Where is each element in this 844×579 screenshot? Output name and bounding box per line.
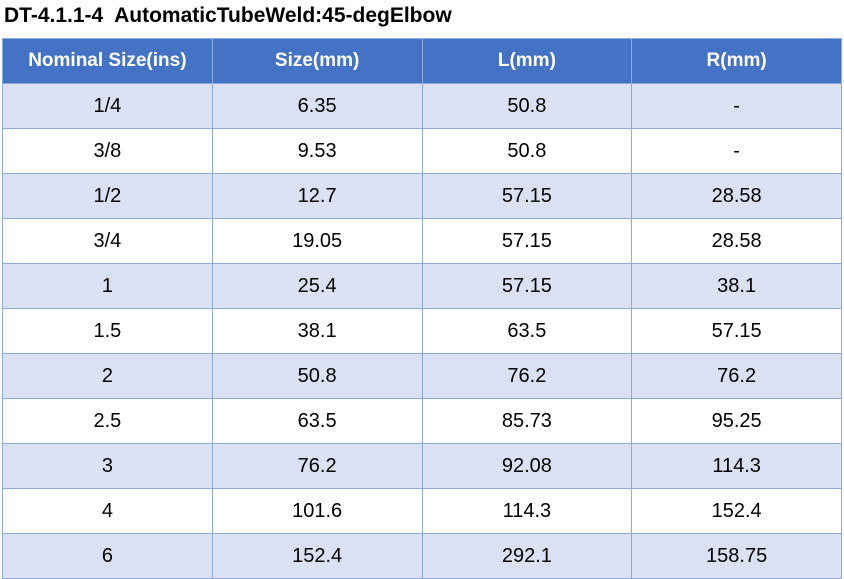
table-cell: 158.75 xyxy=(631,533,842,579)
table-row: 3 76.2 92.08 114.3 xyxy=(2,443,842,489)
table-cell: 3/8 xyxy=(2,128,213,174)
table-row: 2 50.8 76.2 76.2 xyxy=(2,353,842,399)
table-row: 6 152.4 292.1 158.75 xyxy=(2,533,842,579)
table-cell: 1.5 xyxy=(2,308,213,354)
table-cell: 1 xyxy=(2,263,213,309)
table-cell: 57.15 xyxy=(421,218,633,264)
table-cell: 38.1 xyxy=(211,308,423,354)
table-cell: 101.6 xyxy=(211,488,423,534)
table-cell: 152.4 xyxy=(631,488,842,534)
table-cell: 50.8 xyxy=(421,83,633,129)
table-cell: 9.53 xyxy=(211,128,423,174)
table-cell: 152.4 xyxy=(211,533,423,579)
table-cell: 12.7 xyxy=(211,173,423,219)
header-cell: Nominal Size(ins) xyxy=(2,38,213,84)
table-cell: 95.25 xyxy=(631,398,842,444)
table-cell: 63.5 xyxy=(421,308,633,354)
table-cell: 6.35 xyxy=(211,83,423,129)
table-cell: 28.58 xyxy=(631,218,842,264)
table-cell: 76.2 xyxy=(631,353,842,399)
table-title: DT-4.1.1-4 AutomaticTubeWeld:45-degElbow xyxy=(4,4,452,27)
table-cell: 25.4 xyxy=(211,263,423,309)
table-row: 1.5 38.1 63.5 57.15 xyxy=(2,308,842,354)
table-cell: 3/4 xyxy=(2,218,213,264)
table-cell: 2.5 xyxy=(2,398,213,444)
table-cell: 76.2 xyxy=(421,353,633,399)
header-cell: L(mm) xyxy=(421,38,633,84)
table-row: 1/4 6.35 50.8- xyxy=(2,83,842,129)
table-cell: 1/2 xyxy=(2,173,213,219)
table-body: 1/4 6.35 50.8-3/8 9.53 50.8-1/2 12.7 57.15 28.5… xyxy=(2,83,842,579)
table-cell: 92.08 xyxy=(421,443,633,489)
table-cell: 4 xyxy=(2,488,213,534)
table-row: 2.5 63.5 85.73 95.25 xyxy=(2,398,842,444)
table-cell: 3 xyxy=(2,443,213,489)
table-row: 1/2 12.7 57.15 28.58 xyxy=(2,173,842,219)
table-cell: 63.5 xyxy=(211,398,423,444)
table-cell: 50.8 xyxy=(211,353,423,399)
table-cell: 292.1 xyxy=(421,533,633,579)
table-cell: - xyxy=(631,128,842,174)
header-cell: Size(mm) xyxy=(211,38,423,84)
table-cell: 76.2 xyxy=(211,443,423,489)
table-cell: 85.73 xyxy=(421,398,633,444)
table-row: 1 25.4 57.15 38.1 xyxy=(2,263,842,309)
table-cell: 114.3 xyxy=(421,488,633,534)
table-row: 3/4 19.05 57.15 28.58 xyxy=(2,218,842,264)
table-cell: 1/4 xyxy=(2,83,213,129)
table-cell: 38.1 xyxy=(631,263,842,309)
table-cell: 50.8 xyxy=(421,128,633,174)
table-cell: 57.15 xyxy=(421,173,633,219)
table-cell: 2 xyxy=(2,353,213,399)
table-cell: - xyxy=(631,83,842,129)
table-cell: 6 xyxy=(2,533,213,579)
table-cell: 57.15 xyxy=(421,263,633,309)
header-cell: R(mm) xyxy=(631,38,842,84)
table-cell: 114.3 xyxy=(631,443,842,489)
table-row: 4 101.6 114.3 152.4 xyxy=(2,488,842,534)
header-row: Nominal Size(ins) Size(mm) L(mm) R(mm) xyxy=(2,38,842,84)
table-row: 3/8 9.53 50.8- xyxy=(2,128,842,174)
table-cell: 57.15 xyxy=(631,308,842,354)
table-cell: 19.05 xyxy=(211,218,423,264)
table-cell: 28.58 xyxy=(631,173,842,219)
data-table: Nominal Size(ins) Size(mm) L(mm) R(mm) 1/4 6… xyxy=(2,38,842,579)
